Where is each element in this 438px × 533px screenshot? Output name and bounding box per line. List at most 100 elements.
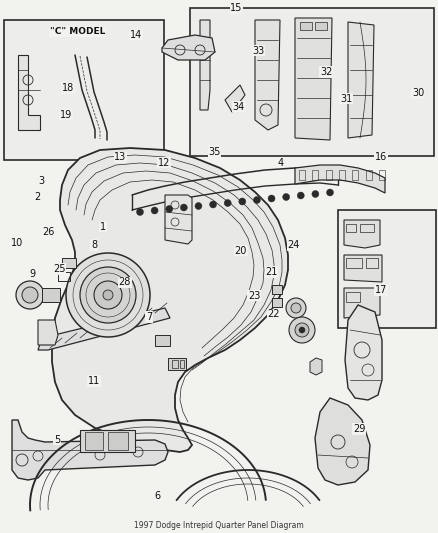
Text: 4: 4 [277,158,283,167]
Circle shape [286,298,306,318]
Bar [346,224,356,232]
Bar [299,170,305,180]
Circle shape [180,204,187,211]
Polygon shape [255,20,280,130]
Bar [58,272,70,281]
Circle shape [166,206,173,213]
Text: 32: 32 [320,67,332,77]
Circle shape [239,198,246,205]
Text: 12: 12 [158,158,170,167]
Text: 19: 19 [60,110,72,119]
Text: 18: 18 [62,83,74,93]
Text: 29: 29 [353,424,365,434]
Polygon shape [295,18,332,140]
Text: 13: 13 [114,152,127,162]
Text: 2: 2 [34,192,40,202]
Bar [4,20,164,160]
Bar [62,258,76,268]
Text: 23: 23 [248,291,260,301]
Bar [300,22,312,30]
Polygon shape [162,35,215,60]
Text: 20: 20 [235,246,247,255]
Bar [338,210,436,328]
Text: 25: 25 [53,264,65,274]
Text: 17: 17 [375,286,387,295]
Text: 35: 35 [208,147,221,157]
Text: 3: 3 [39,176,45,186]
Circle shape [297,192,304,199]
Circle shape [299,327,305,333]
Circle shape [209,201,216,208]
Circle shape [312,190,319,198]
Circle shape [66,253,150,337]
Polygon shape [344,220,380,248]
Polygon shape [348,22,374,138]
Bar [272,285,282,294]
Polygon shape [344,255,382,282]
Text: 5: 5 [54,435,60,445]
Text: 28: 28 [119,278,131,287]
Polygon shape [310,358,322,375]
Text: 31: 31 [340,94,352,103]
Text: 14: 14 [130,30,142,39]
Text: 30: 30 [412,88,424,98]
Text: 8: 8 [91,240,97,250]
Polygon shape [165,195,192,244]
Bar [346,258,362,268]
Bar [379,170,385,180]
Polygon shape [344,288,380,318]
Text: 1: 1 [100,222,106,231]
Bar [190,8,434,156]
Text: 6: 6 [155,491,161,500]
Bar [272,298,282,307]
Polygon shape [18,55,40,130]
Bar [315,22,327,30]
Bar [366,170,372,180]
Text: 34: 34 [233,102,245,111]
Text: 21: 21 [265,267,278,277]
Circle shape [295,323,309,337]
Circle shape [283,193,290,200]
Circle shape [151,207,158,214]
Text: 7: 7 [146,312,152,322]
Text: 22: 22 [268,310,280,319]
Bar [180,360,184,368]
Text: 33: 33 [252,46,265,55]
Text: 9: 9 [30,270,36,279]
Circle shape [103,290,113,300]
Text: 24: 24 [287,240,300,250]
Polygon shape [345,305,382,400]
Bar [326,170,332,180]
Bar [108,432,128,450]
Text: 16: 16 [375,152,387,162]
Circle shape [195,203,202,209]
Text: 15: 15 [230,3,243,13]
Circle shape [289,317,315,343]
Bar [360,224,374,232]
Bar [312,170,318,180]
Bar [346,292,360,302]
Circle shape [326,189,333,196]
Bar [168,358,186,370]
Circle shape [94,281,122,309]
Polygon shape [38,320,58,345]
Bar [155,335,170,346]
Polygon shape [52,148,288,452]
Bar [80,430,135,452]
Bar [352,170,358,180]
Bar [366,258,378,268]
Bar [85,432,103,450]
Circle shape [224,199,231,206]
Circle shape [254,197,261,204]
Circle shape [22,287,38,303]
Bar [42,288,60,302]
Polygon shape [225,85,245,112]
Circle shape [16,281,44,309]
Polygon shape [315,398,370,485]
Text: 1997 Dodge Intrepid Quarter Panel Diagram: 1997 Dodge Intrepid Quarter Panel Diagra… [134,521,304,529]
Circle shape [291,303,301,313]
Polygon shape [12,420,168,480]
Text: 11: 11 [88,376,100,386]
Polygon shape [200,20,210,110]
Circle shape [80,267,136,323]
